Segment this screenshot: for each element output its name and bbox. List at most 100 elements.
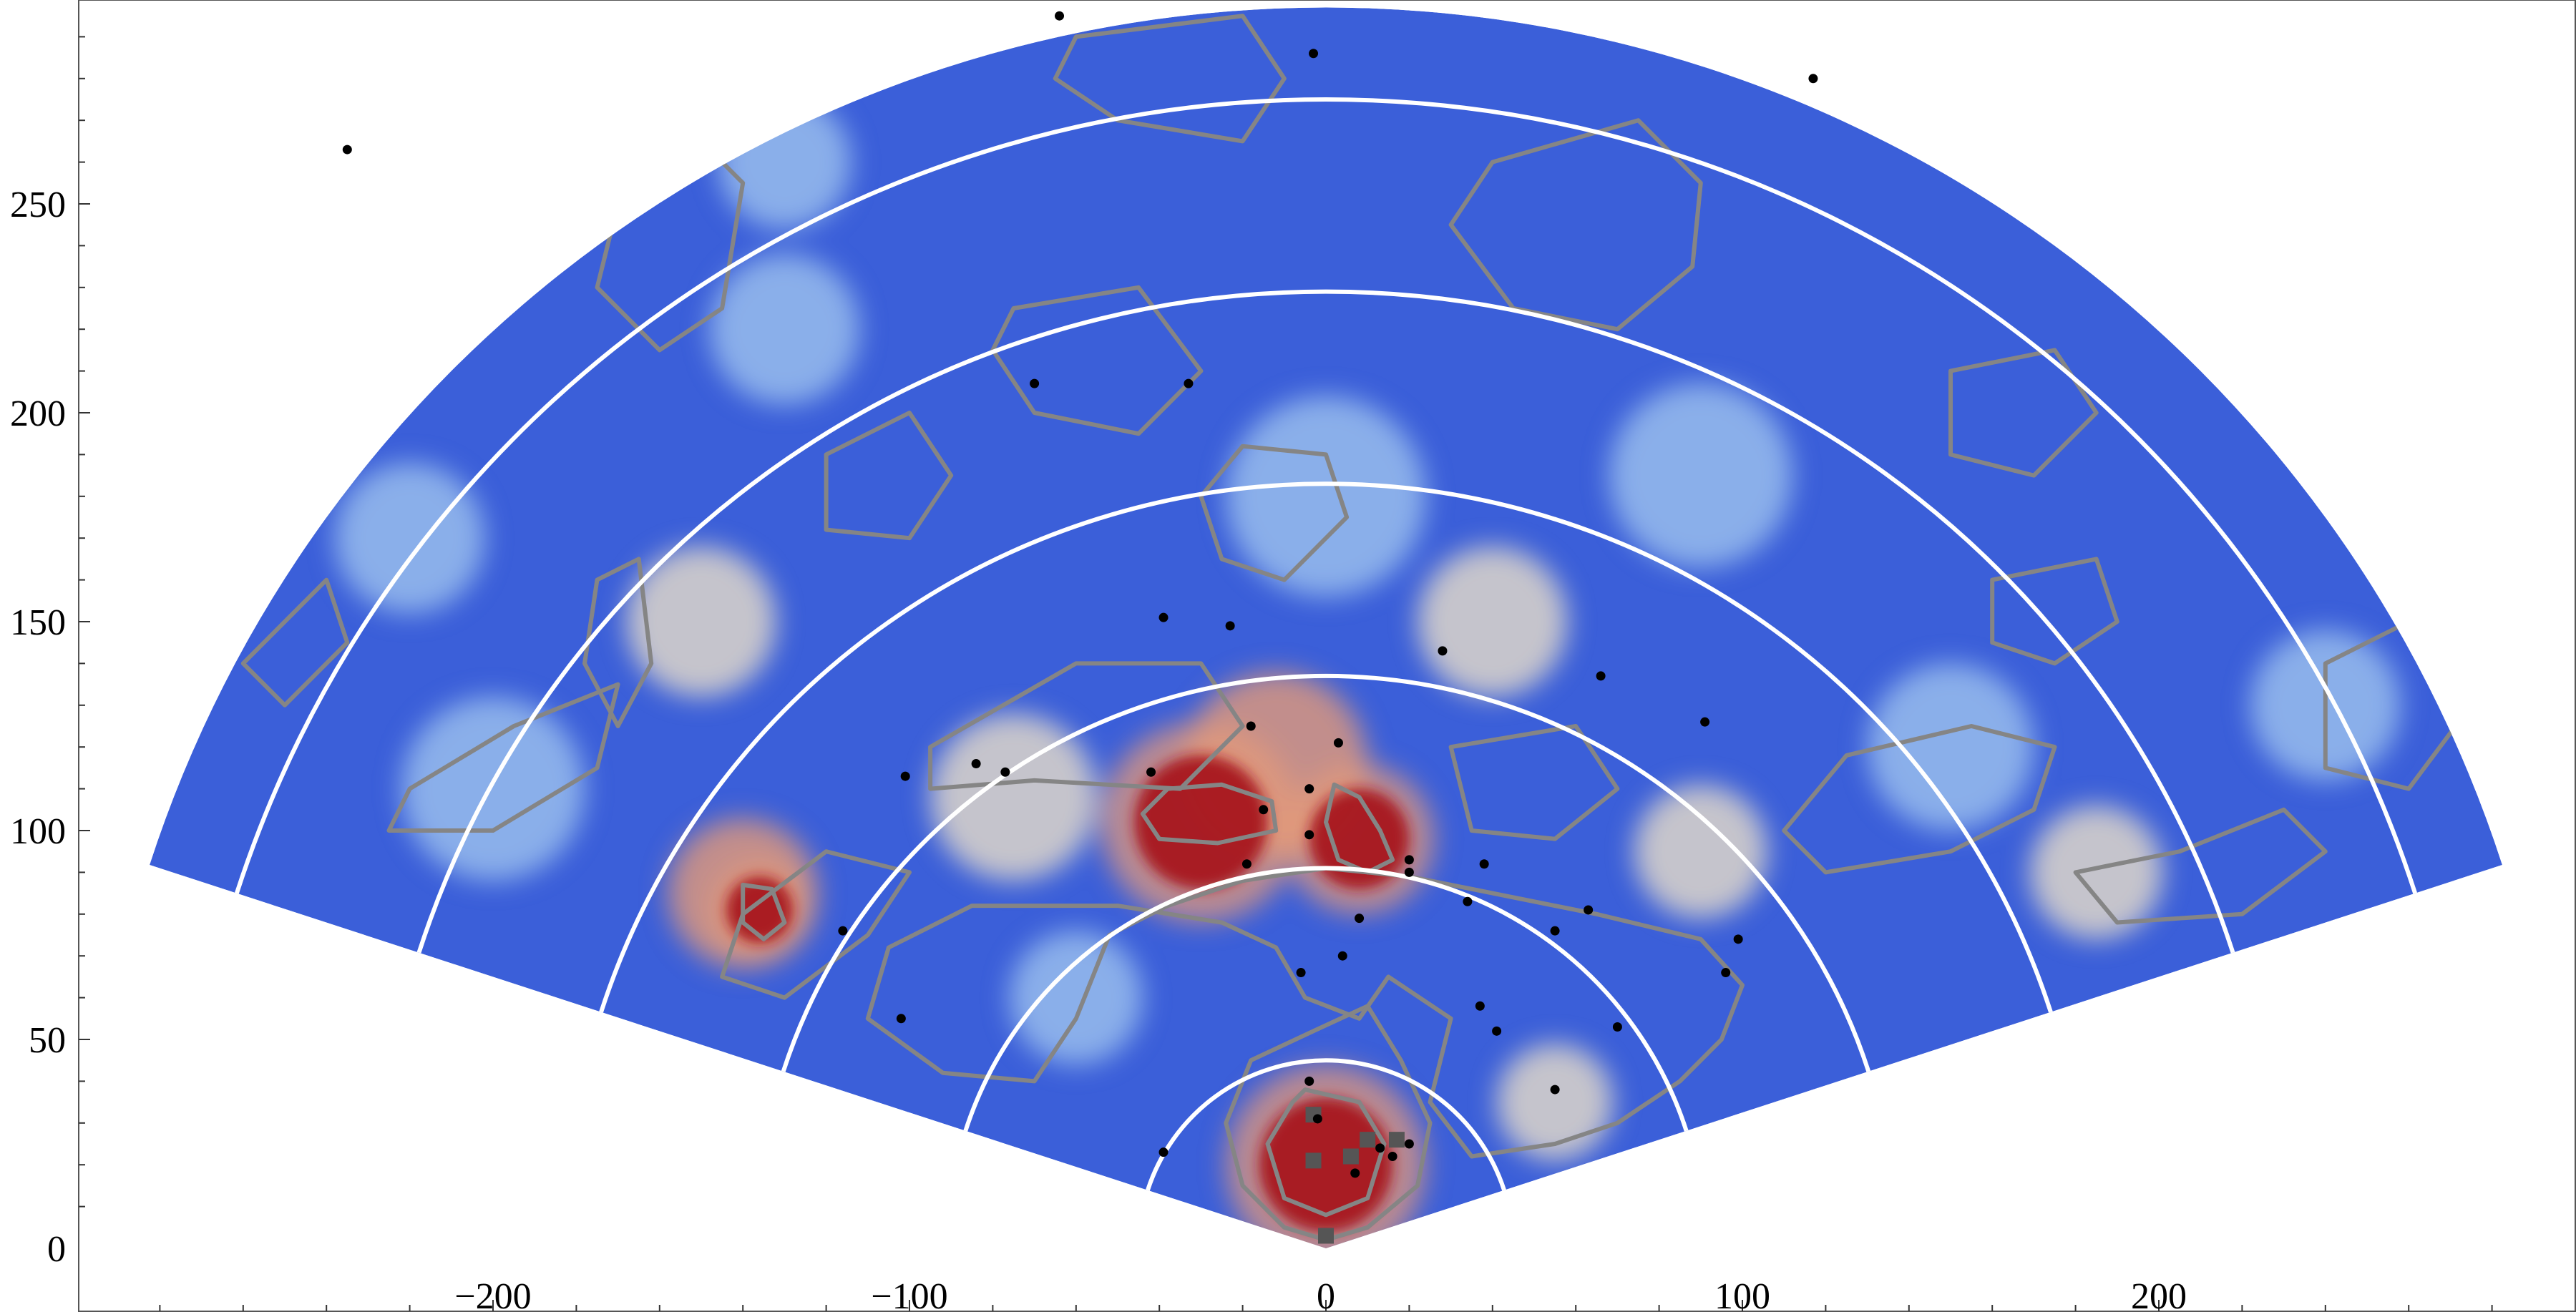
data-point	[1304, 784, 1314, 794]
contour-line	[1199, 444, 1350, 582]
x-axis-ticks: −200 −100 0 100 200	[159, 1276, 2493, 1312]
polar-wedge	[150, 7, 2502, 1248]
heat-spot	[401, 697, 585, 881]
contour-line	[1053, 14, 1287, 144]
contour-line	[240, 577, 350, 708]
square-marker	[1318, 1228, 1334, 1244]
range-ring	[1146, 1058, 1506, 1191]
heat-spot	[1226, 396, 1426, 597]
y-tick-label: 50	[29, 1020, 66, 1061]
point-markers	[342, 11, 1818, 1178]
data-point	[1337, 951, 1347, 961]
data-point	[1550, 1085, 1560, 1095]
contour-line	[582, 557, 654, 728]
data-point	[1438, 646, 1448, 656]
data-point	[1030, 378, 1040, 388]
heat-spot	[1867, 663, 2034, 831]
x-tick-label: −200	[454, 1276, 531, 1312]
square-marker	[1305, 1152, 1322, 1169]
data-point	[1184, 378, 1194, 388]
data-point	[1550, 926, 1560, 936]
data-point	[1304, 1076, 1314, 1086]
data-point	[1808, 74, 1818, 84]
data-point	[1241, 859, 1252, 869]
data-point	[1596, 671, 1606, 681]
heat-spot	[1418, 546, 1568, 697]
data-point	[1375, 1143, 1385, 1153]
y-tick-label: 150	[10, 602, 66, 643]
data-point	[1333, 738, 1343, 748]
data-point	[1463, 896, 1473, 906]
y-tick-label: 100	[10, 811, 66, 852]
y-tick-label: 200	[10, 393, 66, 434]
heat-spot	[1009, 931, 1143, 1065]
data-point	[1312, 1114, 1322, 1124]
data-point	[1296, 968, 1306, 978]
heat-spot	[1634, 784, 1767, 919]
data-point	[971, 759, 981, 769]
data-point	[1146, 767, 1156, 777]
data-point	[1225, 621, 1235, 631]
y-tick-label: 250	[10, 185, 66, 225]
range-ring	[234, 97, 2418, 894]
contour-line	[386, 682, 620, 833]
data-point	[1404, 867, 1414, 877]
data-point	[1475, 1001, 1485, 1011]
contour-line	[720, 849, 912, 1000]
contour-line	[2073, 807, 2328, 925]
data-point	[1700, 717, 1710, 727]
heat-spot	[1134, 755, 1268, 889]
heat-spot	[2029, 805, 2163, 939]
data-point	[896, 1014, 906, 1024]
data-point	[1246, 721, 1256, 731]
square-marker	[1360, 1132, 1376, 1148]
y-tick-label: 0	[47, 1229, 66, 1270]
range-ring	[781, 673, 1871, 1072]
heat-spot	[626, 546, 776, 697]
data-point	[1259, 805, 1269, 815]
contour-line	[1224, 1004, 1433, 1243]
data-point	[1304, 830, 1314, 840]
contour-line	[1448, 724, 1620, 841]
contour-line	[2323, 620, 2474, 791]
contour-line	[1990, 557, 2119, 666]
y-axis-ticks: 0 50 100 150 200 250	[10, 36, 90, 1270]
x-tick-label: 0	[1317, 1276, 1335, 1312]
square-marker	[1388, 1132, 1405, 1148]
data-point	[1612, 1022, 1622, 1032]
x-tick-label: 200	[2131, 1276, 2187, 1312]
range-ring	[599, 481, 2053, 1013]
x-tick-label: −100	[871, 1276, 947, 1312]
data-point	[1355, 914, 1365, 924]
data-point	[1350, 1168, 1360, 1178]
data-point	[1158, 1147, 1169, 1157]
heat-spot	[709, 254, 860, 405]
data-point	[900, 771, 910, 781]
range-ring	[416, 289, 2235, 954]
data-point	[1733, 934, 1743, 944]
contour-line	[1324, 782, 1395, 875]
data-point	[1158, 612, 1169, 622]
data-point	[838, 926, 848, 936]
heat-spot	[930, 713, 1097, 881]
data-point	[1404, 855, 1414, 865]
contour-line	[824, 411, 954, 541]
contour-line	[1140, 782, 1279, 846]
data-point	[1584, 905, 1594, 915]
contour-line	[865, 866, 1745, 1159]
range-rings	[234, 97, 2418, 1191]
heat-spot	[1259, 1097, 1393, 1232]
data-point	[1055, 11, 1065, 21]
data-point	[1000, 767, 1010, 777]
plot-frame	[78, 0, 2576, 1312]
data-point	[1721, 968, 1731, 978]
data-point	[1387, 1152, 1397, 1162]
data-point	[1492, 1026, 1502, 1036]
data-point	[1309, 49, 1319, 59]
square-markers	[1305, 1107, 1405, 1244]
data-point	[342, 145, 352, 155]
square-marker	[1342, 1148, 1359, 1165]
plot-area-border	[78, 0, 2576, 1312]
contour-line	[1265, 1087, 1387, 1218]
